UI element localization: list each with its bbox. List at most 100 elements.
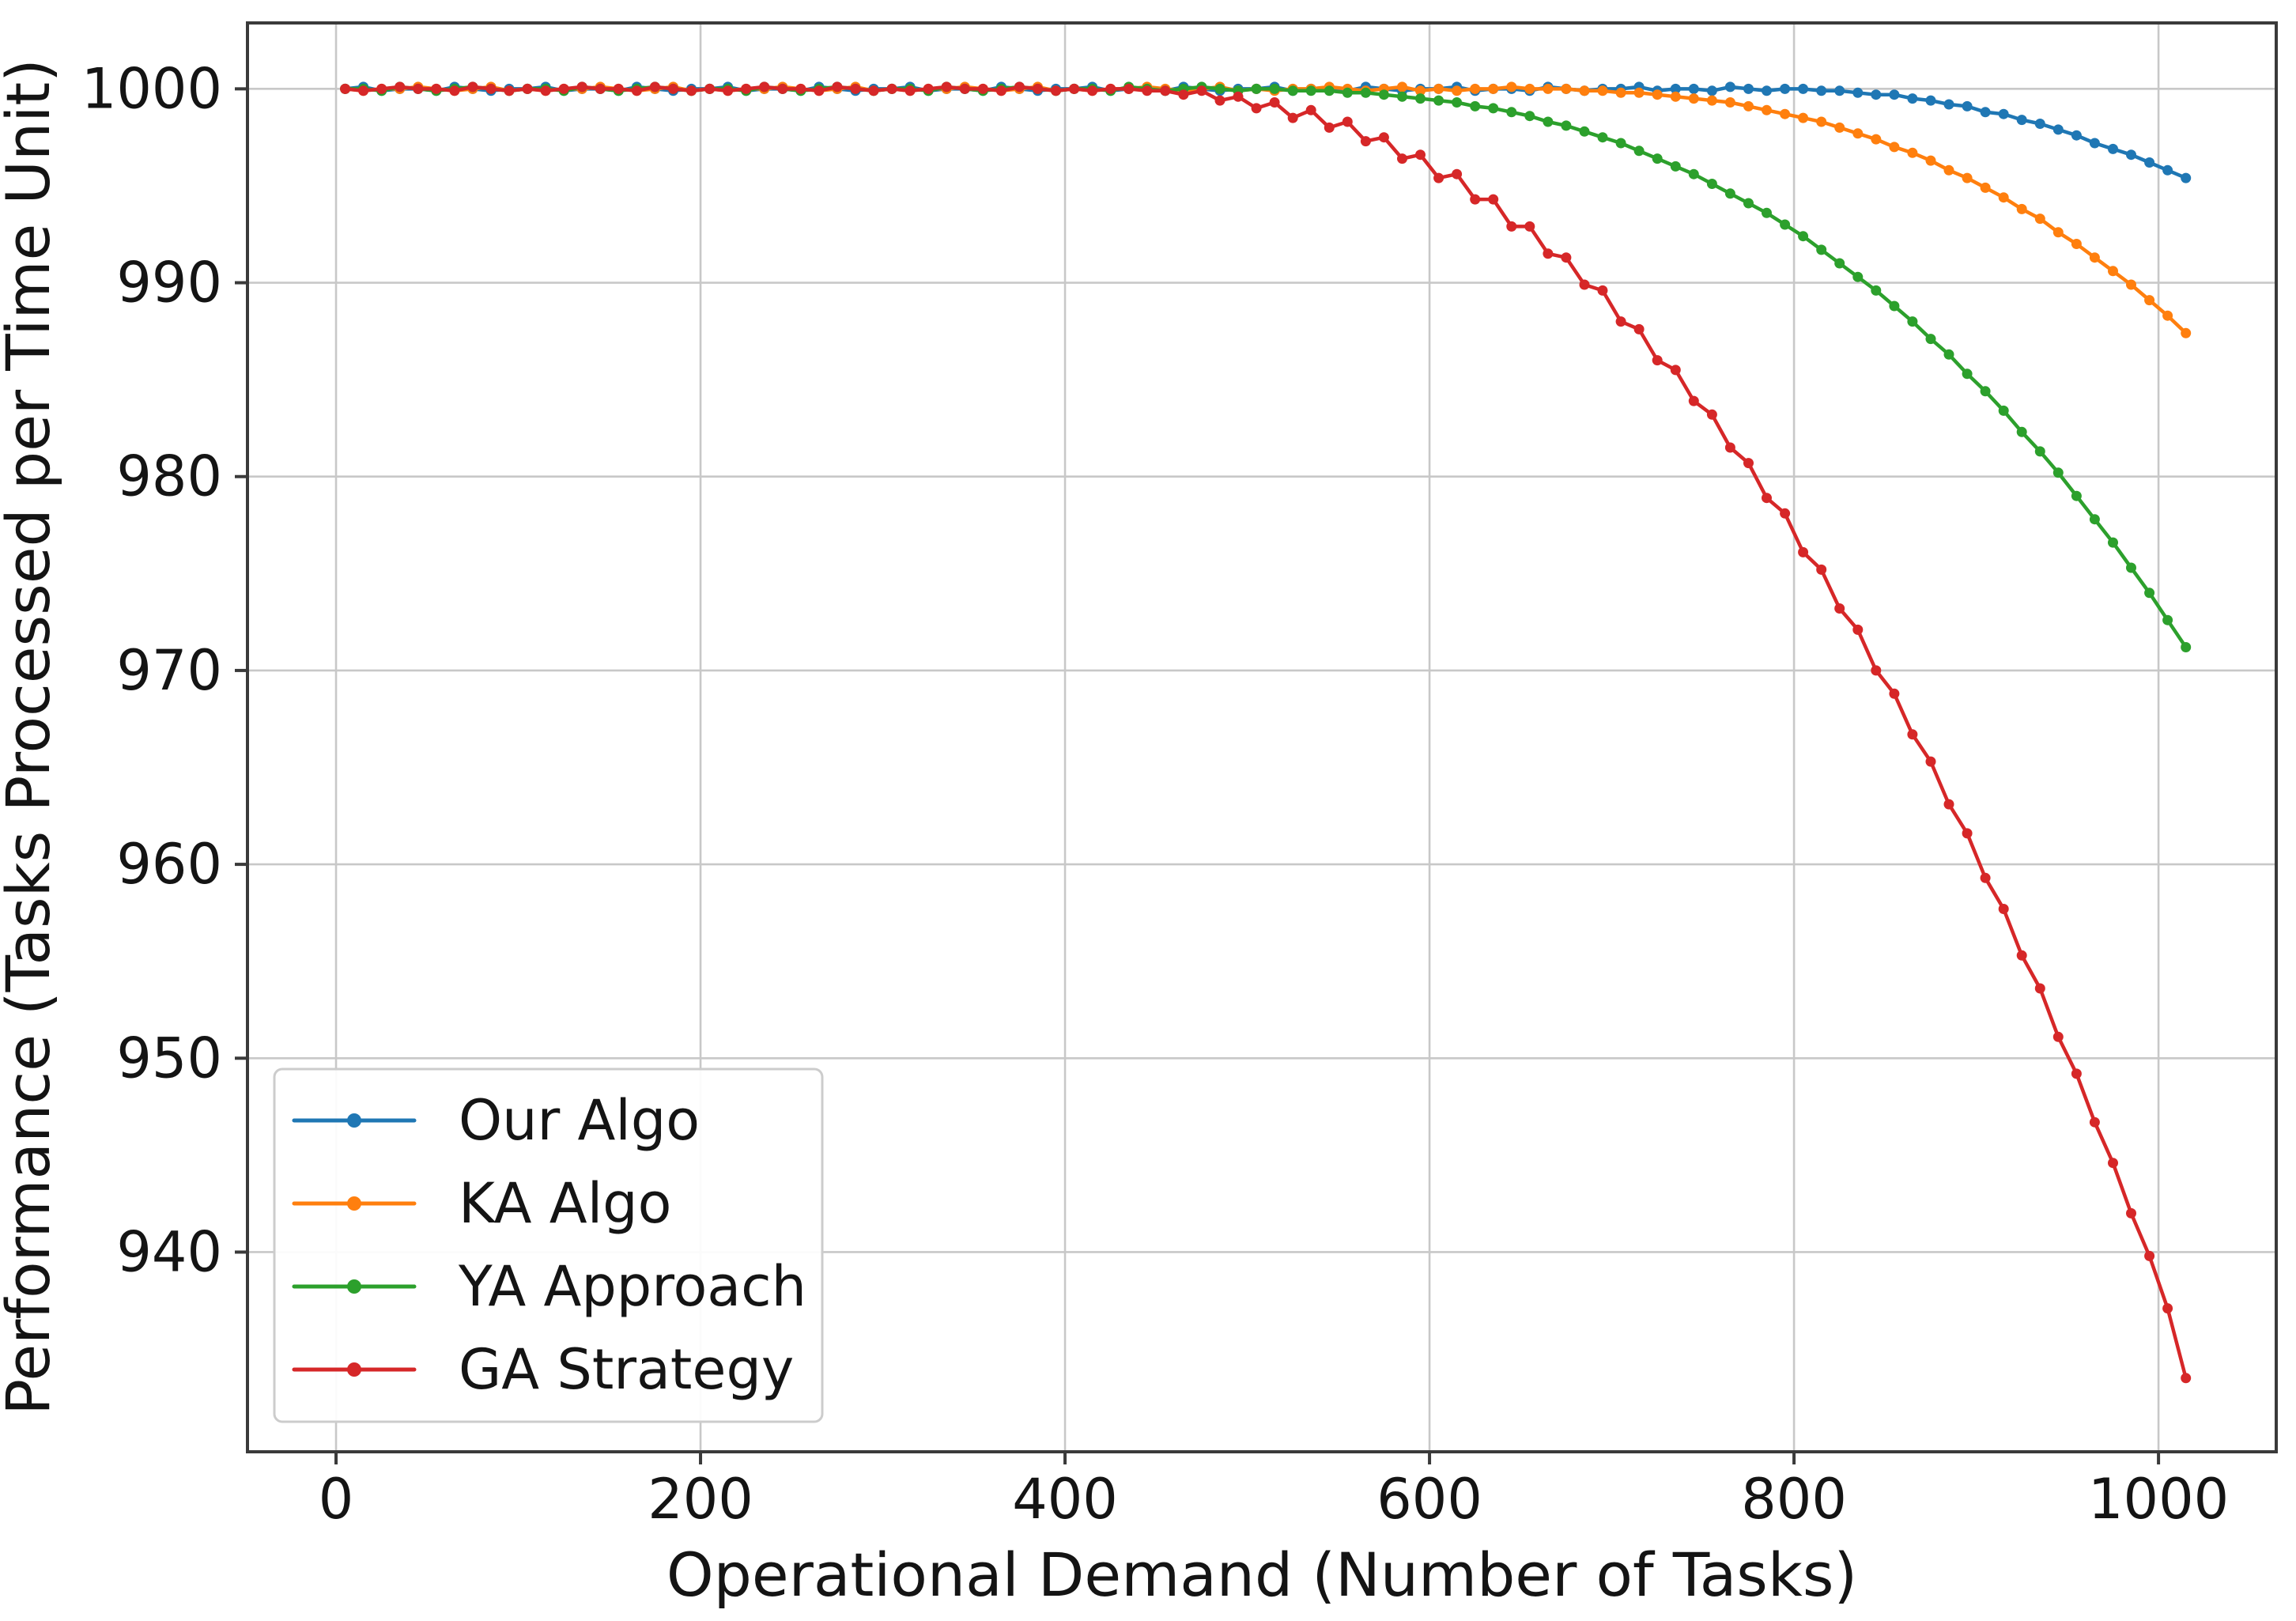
data-point bbox=[1452, 97, 1463, 108]
x-tick-label-0: 0 bbox=[319, 1467, 354, 1532]
data-point bbox=[1907, 729, 1918, 740]
data-point bbox=[1980, 386, 1991, 397]
data-point bbox=[1943, 799, 1954, 810]
data-point bbox=[2034, 983, 2045, 994]
data-point bbox=[1615, 87, 1626, 98]
data-point bbox=[1543, 248, 1554, 259]
data-point bbox=[1142, 85, 1153, 96]
data-point bbox=[1980, 872, 1991, 883]
data-point bbox=[1342, 116, 1353, 127]
data-point bbox=[850, 83, 861, 94]
y-tick-label-4: 980 bbox=[116, 444, 222, 509]
data-point bbox=[1488, 103, 1499, 114]
data-point bbox=[1543, 83, 1554, 94]
legend-label: KA Algo bbox=[459, 1171, 671, 1236]
data-point bbox=[1852, 87, 1864, 98]
data-point bbox=[1852, 624, 1864, 635]
data-point bbox=[941, 81, 952, 93]
data-point bbox=[2089, 252, 2100, 263]
data-point bbox=[358, 85, 369, 96]
data-point bbox=[485, 83, 497, 94]
data-point bbox=[1524, 111, 1535, 122]
data-point bbox=[1251, 103, 1262, 114]
ticks-layer: 0 200 400 600 800 1000 940 950 960 970 980 990 1000 bbox=[81, 56, 2229, 1532]
y-tick-label-0: 940 bbox=[116, 1219, 222, 1284]
data-point bbox=[1798, 546, 1809, 557]
data-point bbox=[1579, 85, 1590, 96]
y-tick-label-1: 950 bbox=[116, 1026, 222, 1090]
data-point bbox=[2144, 1250, 2155, 1261]
data-point bbox=[1214, 83, 1225, 94]
data-point bbox=[2016, 203, 2027, 214]
data-point bbox=[1816, 85, 1827, 96]
data-point bbox=[1378, 132, 1389, 143]
data-point bbox=[1798, 112, 1809, 123]
data-point bbox=[1561, 252, 1572, 263]
data-point bbox=[449, 85, 460, 96]
data-point bbox=[1378, 89, 1389, 100]
data-point bbox=[1998, 405, 2009, 416]
data-point bbox=[1834, 258, 1845, 269]
data-point bbox=[1051, 85, 1061, 96]
data-point bbox=[1014, 81, 1025, 93]
data-point bbox=[595, 83, 606, 94]
data-point bbox=[2071, 1068, 2082, 1079]
data-point bbox=[1907, 147, 1918, 158]
legend-swatch-marker bbox=[347, 1362, 361, 1377]
data-point bbox=[1724, 81, 1735, 93]
legend-item-ga-strategy: GA Strategy bbox=[292, 1337, 794, 1402]
data-point bbox=[2108, 537, 2118, 548]
data-point bbox=[886, 83, 897, 94]
data-point bbox=[1798, 83, 1809, 94]
data-point bbox=[1652, 355, 1663, 366]
y-tick-label-6: 1000 bbox=[81, 56, 222, 121]
data-point bbox=[504, 85, 515, 96]
data-point bbox=[1743, 83, 1754, 94]
data-point bbox=[2034, 446, 2045, 457]
data-point bbox=[613, 83, 624, 94]
data-point bbox=[1762, 104, 1772, 115]
legend-item-our-algo: Our Algo bbox=[292, 1088, 700, 1153]
gridlines-layer bbox=[247, 23, 2276, 1452]
data-point bbox=[1670, 83, 1681, 94]
data-point bbox=[1724, 442, 1735, 453]
data-point bbox=[1852, 271, 1864, 282]
data-point bbox=[2162, 614, 2173, 625]
data-point bbox=[1470, 100, 1481, 111]
data-point bbox=[1889, 300, 1900, 312]
data-point bbox=[1488, 83, 1499, 94]
data-point bbox=[1452, 168, 1463, 179]
data-point bbox=[668, 83, 678, 94]
data-point bbox=[1780, 508, 1791, 519]
data-point bbox=[2052, 467, 2064, 478]
data-point bbox=[649, 81, 660, 93]
data-point bbox=[1597, 285, 1608, 296]
data-point bbox=[1706, 409, 1717, 420]
data-point bbox=[1506, 107, 1517, 118]
legend-swatch-marker bbox=[347, 1113, 361, 1128]
data-point bbox=[741, 83, 752, 94]
data-point bbox=[1925, 95, 1936, 106]
data-point bbox=[1925, 155, 1936, 166]
data-point bbox=[832, 81, 843, 93]
data-point bbox=[977, 83, 988, 94]
data-point bbox=[959, 83, 970, 94]
data-point bbox=[2144, 295, 2155, 306]
data-point bbox=[2181, 1373, 2192, 1384]
data-point bbox=[1670, 91, 1681, 102]
data-point bbox=[558, 83, 569, 94]
legend-swatch-marker bbox=[347, 1196, 361, 1211]
data-point bbox=[2034, 213, 2045, 225]
data-point bbox=[1871, 665, 1882, 676]
y-tick-label-2: 960 bbox=[116, 832, 222, 897]
x-tick-label-2: 400 bbox=[1012, 1467, 1118, 1532]
data-point bbox=[1488, 194, 1499, 205]
data-point bbox=[1470, 83, 1481, 94]
data-point bbox=[431, 83, 442, 94]
data-point bbox=[1998, 108, 2009, 119]
data-point bbox=[1816, 564, 1827, 575]
data-point bbox=[1962, 828, 1973, 839]
data-point bbox=[1816, 116, 1827, 127]
data-point bbox=[1852, 128, 1864, 139]
series-ga-strategy bbox=[340, 81, 2192, 1384]
